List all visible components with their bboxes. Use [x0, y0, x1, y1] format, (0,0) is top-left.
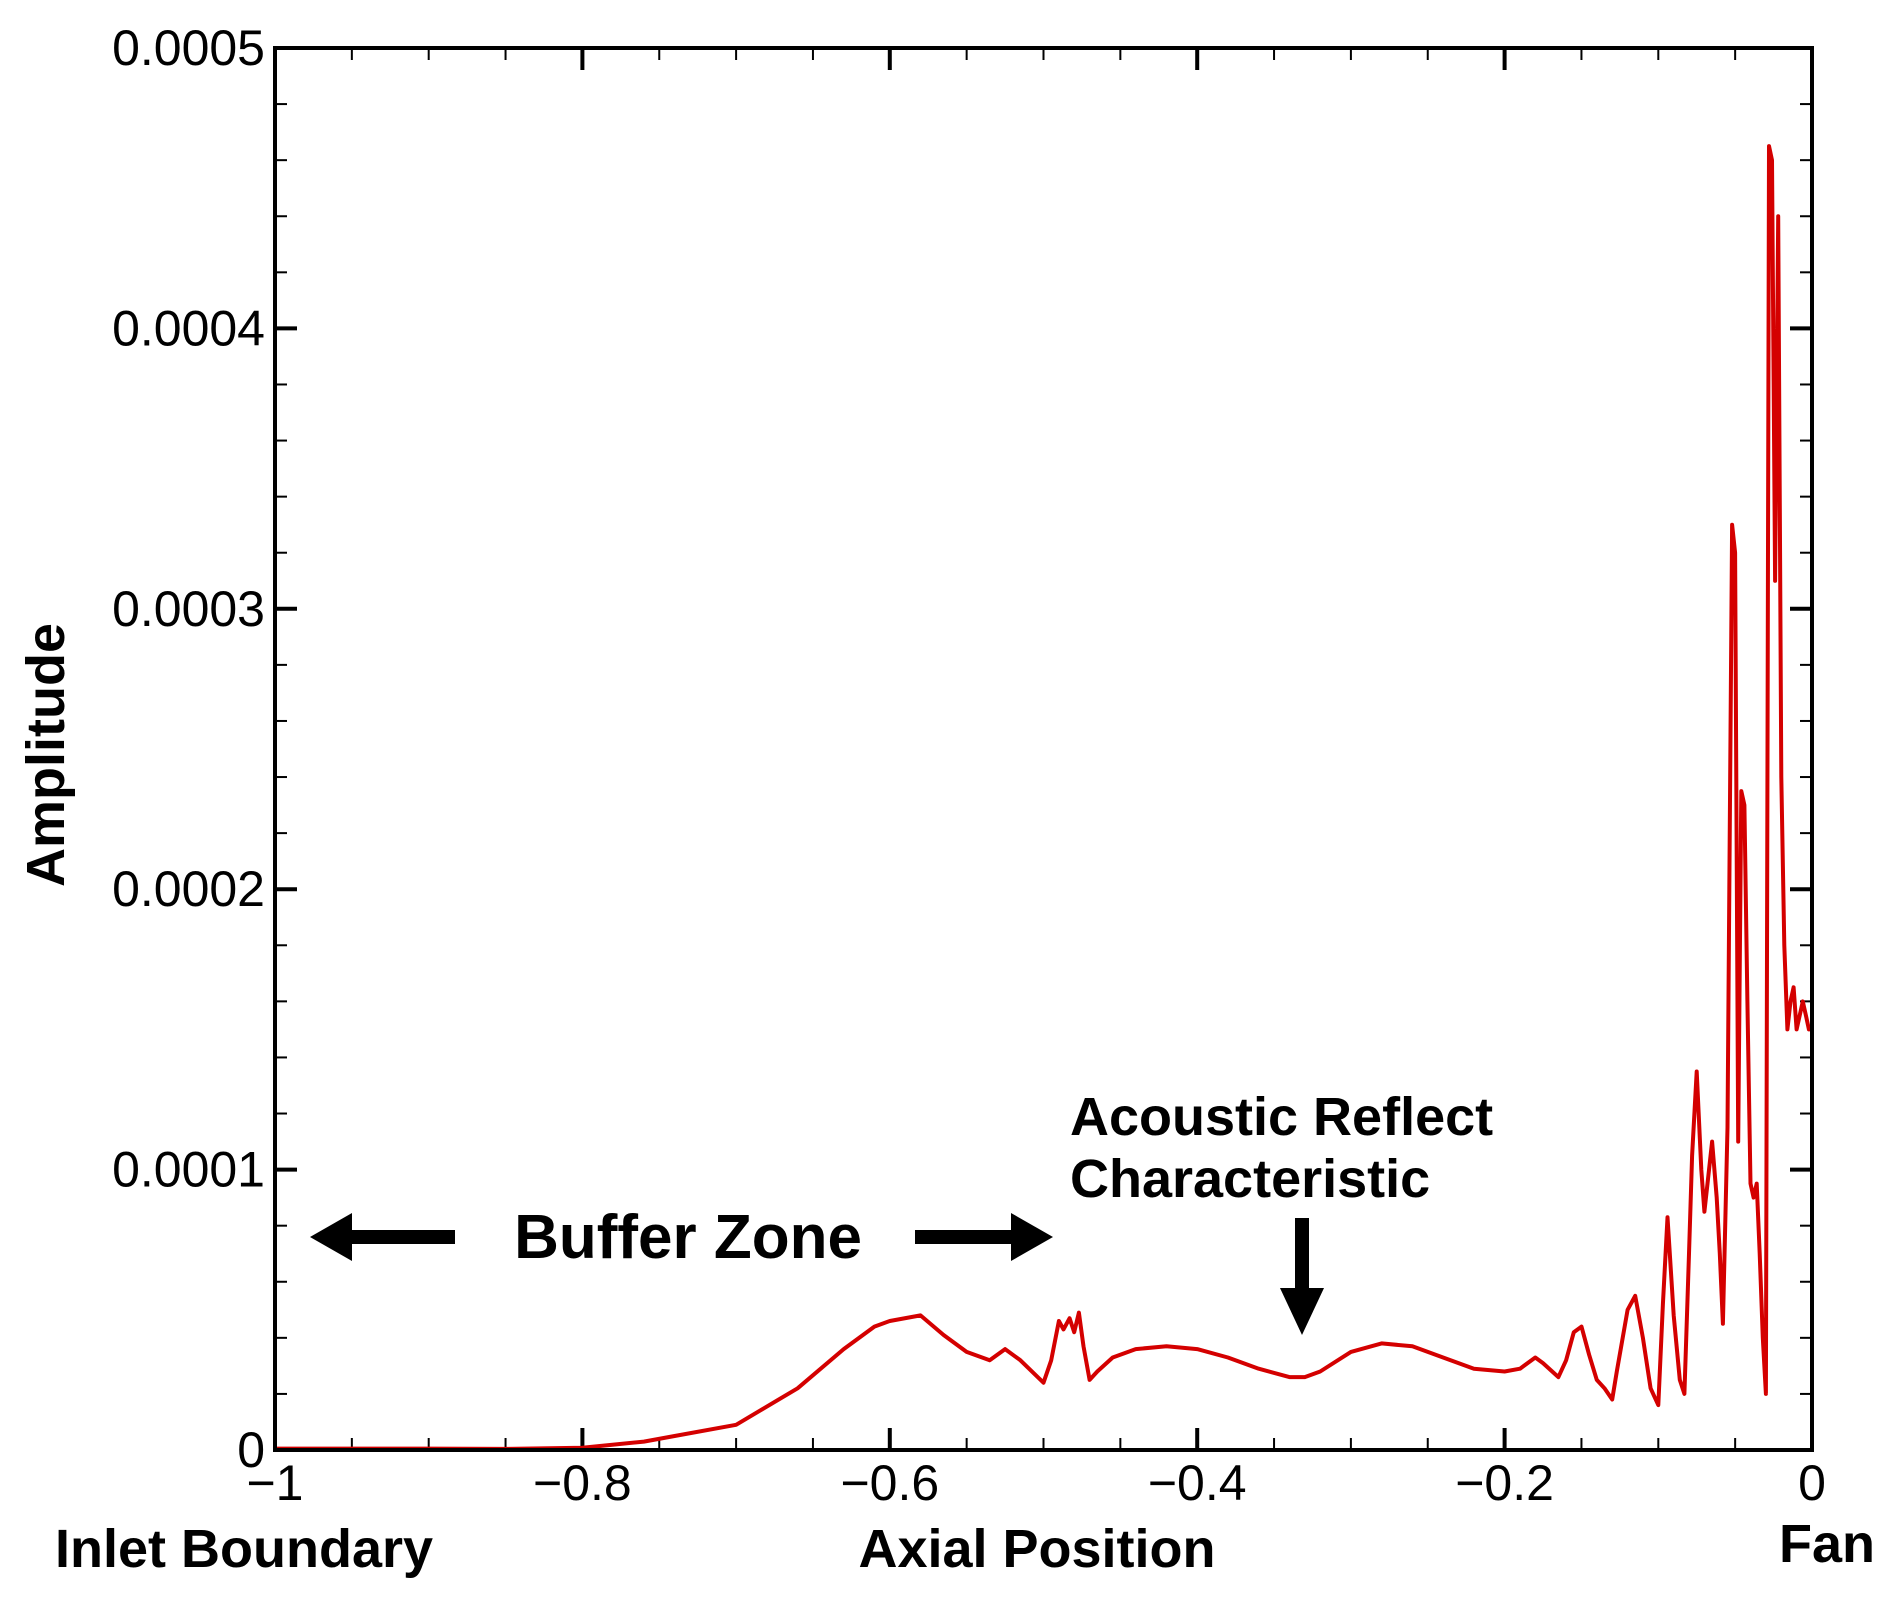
buffer-zone-annotation: Buffer Zone [310, 1203, 1053, 1272]
amplitude-series-line [275, 144, 1812, 1451]
y-tick-label: 0.0003 [112, 581, 265, 637]
inlet-boundary-label: Inlet Boundary [55, 1519, 433, 1579]
x-tick-label: −0.4 [1148, 1455, 1247, 1511]
acoustic-reflect-annotation: Acoustic Reflect Characteristic [1070, 1087, 1493, 1335]
buffer-zone-label: Buffer Zone [514, 1203, 862, 1272]
x-tick-label: −0.2 [1455, 1455, 1554, 1511]
y-tick-label: 0 [237, 1422, 265, 1478]
plot-frame [273, 46, 1814, 1452]
y-tick-label: 0.0002 [112, 861, 265, 917]
y-tick-label: 0.0005 [112, 20, 265, 76]
buffer-zone-left-arrowhead [310, 1213, 352, 1261]
x-tick-label: −0.6 [840, 1455, 939, 1511]
acoustic-reflect-arrowhead [1280, 1288, 1324, 1335]
y-tick-label: 0.0004 [112, 300, 265, 356]
y-axis-title: Amplitude [16, 623, 76, 887]
buffer-zone-right-arrowhead [1011, 1213, 1053, 1261]
x-axis-title: Axial Position [858, 1519, 1215, 1579]
acoustic-reflect-label-line2: Characteristic [1070, 1149, 1430, 1209]
axis-tick-labels: −1 −0.8 −0.6 −0.4 −0.2 0 0 0.0001 0.0002 0.0003 0.… [112, 20, 1826, 1511]
x-tick-label: 0 [1798, 1455, 1826, 1511]
fan-label: Fan [1779, 1514, 1875, 1574]
x-tick-label: −0.8 [533, 1455, 632, 1511]
acoustic-reflect-label-line1: Acoustic Reflect [1070, 1087, 1493, 1147]
x-tick-label: −1 [246, 1455, 303, 1511]
y-tick-label: 0.0001 [112, 1142, 265, 1198]
